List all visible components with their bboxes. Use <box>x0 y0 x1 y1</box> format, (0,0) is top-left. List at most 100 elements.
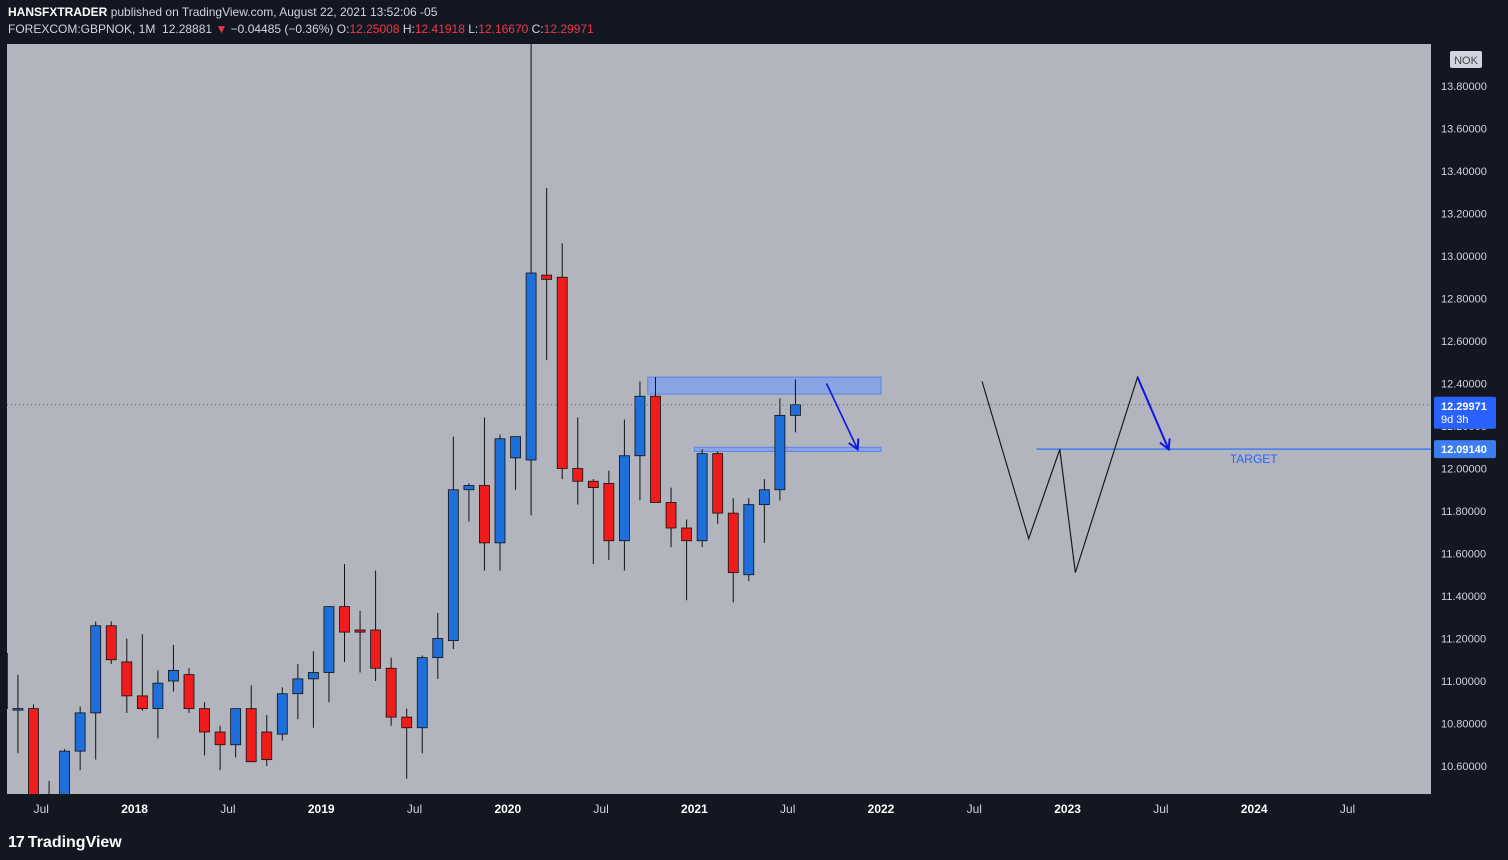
candle <box>432 613 444 679</box>
candle <box>214 725 226 771</box>
candle <box>276 687 288 741</box>
candle-body <box>510 436 521 459</box>
candle-body <box>619 455 630 542</box>
candle-body <box>727 512 739 574</box>
candle-body <box>790 404 801 416</box>
candle-body <box>74 712 86 752</box>
candle-body <box>152 682 164 710</box>
time-axis[interactable] <box>7 794 1431 824</box>
candle <box>619 419 630 571</box>
time-tick-label: 2019 <box>308 802 335 816</box>
candle-body <box>121 661 133 697</box>
low-label: L: <box>468 22 479 36</box>
candle <box>199 702 210 756</box>
candle-body <box>665 502 677 529</box>
candle <box>168 644 179 692</box>
candle <box>28 704 39 794</box>
close-label: C: <box>531 22 544 36</box>
bar-countdown: 9d 3h <box>1441 414 1469 426</box>
price-tick-label: 10.80000 <box>1441 719 1487 731</box>
candle <box>727 498 739 603</box>
projection-arrow-head <box>1159 438 1171 452</box>
candle <box>587 479 599 565</box>
candle-body <box>370 629 382 669</box>
time-tick-label: Jul <box>780 802 795 816</box>
resistance-zone-0 <box>647 376 882 395</box>
price-tick-label: 12.40000 <box>1441 379 1487 391</box>
candle <box>650 377 661 503</box>
candle <box>572 417 584 505</box>
time-tick-label: 2022 <box>868 802 895 816</box>
candle <box>245 685 257 763</box>
tradingview-logo[interactable]: 17 TradingView <box>8 834 122 852</box>
candle <box>774 398 786 501</box>
candle <box>634 381 646 501</box>
candle-body <box>416 657 428 729</box>
symbol-label[interactable]: FOREXCOM:GBPNOK, 1M <box>8 22 156 36</box>
price-tick-label: 13.40000 <box>1441 166 1487 178</box>
last-price: 12.28881 <box>162 22 213 36</box>
time-tick-label: Jul <box>407 802 422 816</box>
candle-body <box>385 667 397 718</box>
price-tick-label: 10.60000 <box>1441 761 1487 773</box>
time-tick-label: 2024 <box>1241 802 1268 816</box>
time-tick-label: Jul <box>1153 802 1168 816</box>
low-value: 12.16670 <box>478 22 529 36</box>
candle-body <box>28 708 39 794</box>
time-tick-label: 2021 <box>681 802 708 816</box>
candle <box>696 449 708 548</box>
candle-body <box>556 276 568 469</box>
open-value: 12.25008 <box>349 22 400 36</box>
candle-body <box>59 750 70 794</box>
time-tick-label: 2020 <box>494 802 521 816</box>
close-value: 12.29971 <box>543 22 594 36</box>
candle-body <box>774 414 786 491</box>
candle <box>12 674 24 754</box>
candle-body <box>307 672 319 680</box>
candle-body <box>230 708 242 746</box>
publish-text: published on TradingView.com, August 22,… <box>110 5 438 19</box>
change-down-icon: ▼ <box>215 22 228 36</box>
candle-body <box>168 669 179 682</box>
candle <box>510 436 521 490</box>
author-name[interactable]: HANSFXTRADER <box>8 5 108 19</box>
price-tick-label: 13.60000 <box>1441 124 1487 136</box>
candle-body <box>183 674 195 710</box>
time-tick-label: Jul <box>220 802 235 816</box>
candle <box>681 519 692 601</box>
price-tick-label: 13.80000 <box>1441 81 1487 93</box>
candle-body <box>90 625 102 714</box>
footer: 17 TradingView <box>0 828 1508 860</box>
candle <box>758 479 770 543</box>
candle <box>463 483 475 522</box>
candle-body <box>479 485 490 544</box>
target-price-badge-value: 12.09140 <box>1441 444 1487 456</box>
candle <box>121 638 133 713</box>
candle-body <box>105 625 117 661</box>
candle-body <box>339 606 350 633</box>
price-tick-label: 11.40000 <box>1441 591 1486 603</box>
chart-pane[interactable] <box>7 44 1431 794</box>
candle-body <box>572 468 584 482</box>
brand-name: TradingView <box>27 834 122 851</box>
candle <box>261 715 273 766</box>
time-tick-label: Jul <box>34 802 49 816</box>
candle-body <box>758 489 770 506</box>
candle <box>183 668 195 713</box>
candle <box>494 434 506 571</box>
candle-body <box>136 695 148 710</box>
candle-body <box>463 485 475 491</box>
high-value: 12.41918 <box>414 22 465 36</box>
down-arrow-0 <box>825 383 859 450</box>
candle-body <box>323 606 335 673</box>
candle <box>105 621 117 664</box>
candle <box>230 708 242 758</box>
candle-body <box>432 638 444 659</box>
candle-body <box>12 708 24 711</box>
target-label: TARGET <box>1230 452 1278 466</box>
candle <box>354 610 366 673</box>
publish-info: HANSFXTRADER published on TradingView.co… <box>8 5 437 19</box>
candle <box>48 780 50 794</box>
